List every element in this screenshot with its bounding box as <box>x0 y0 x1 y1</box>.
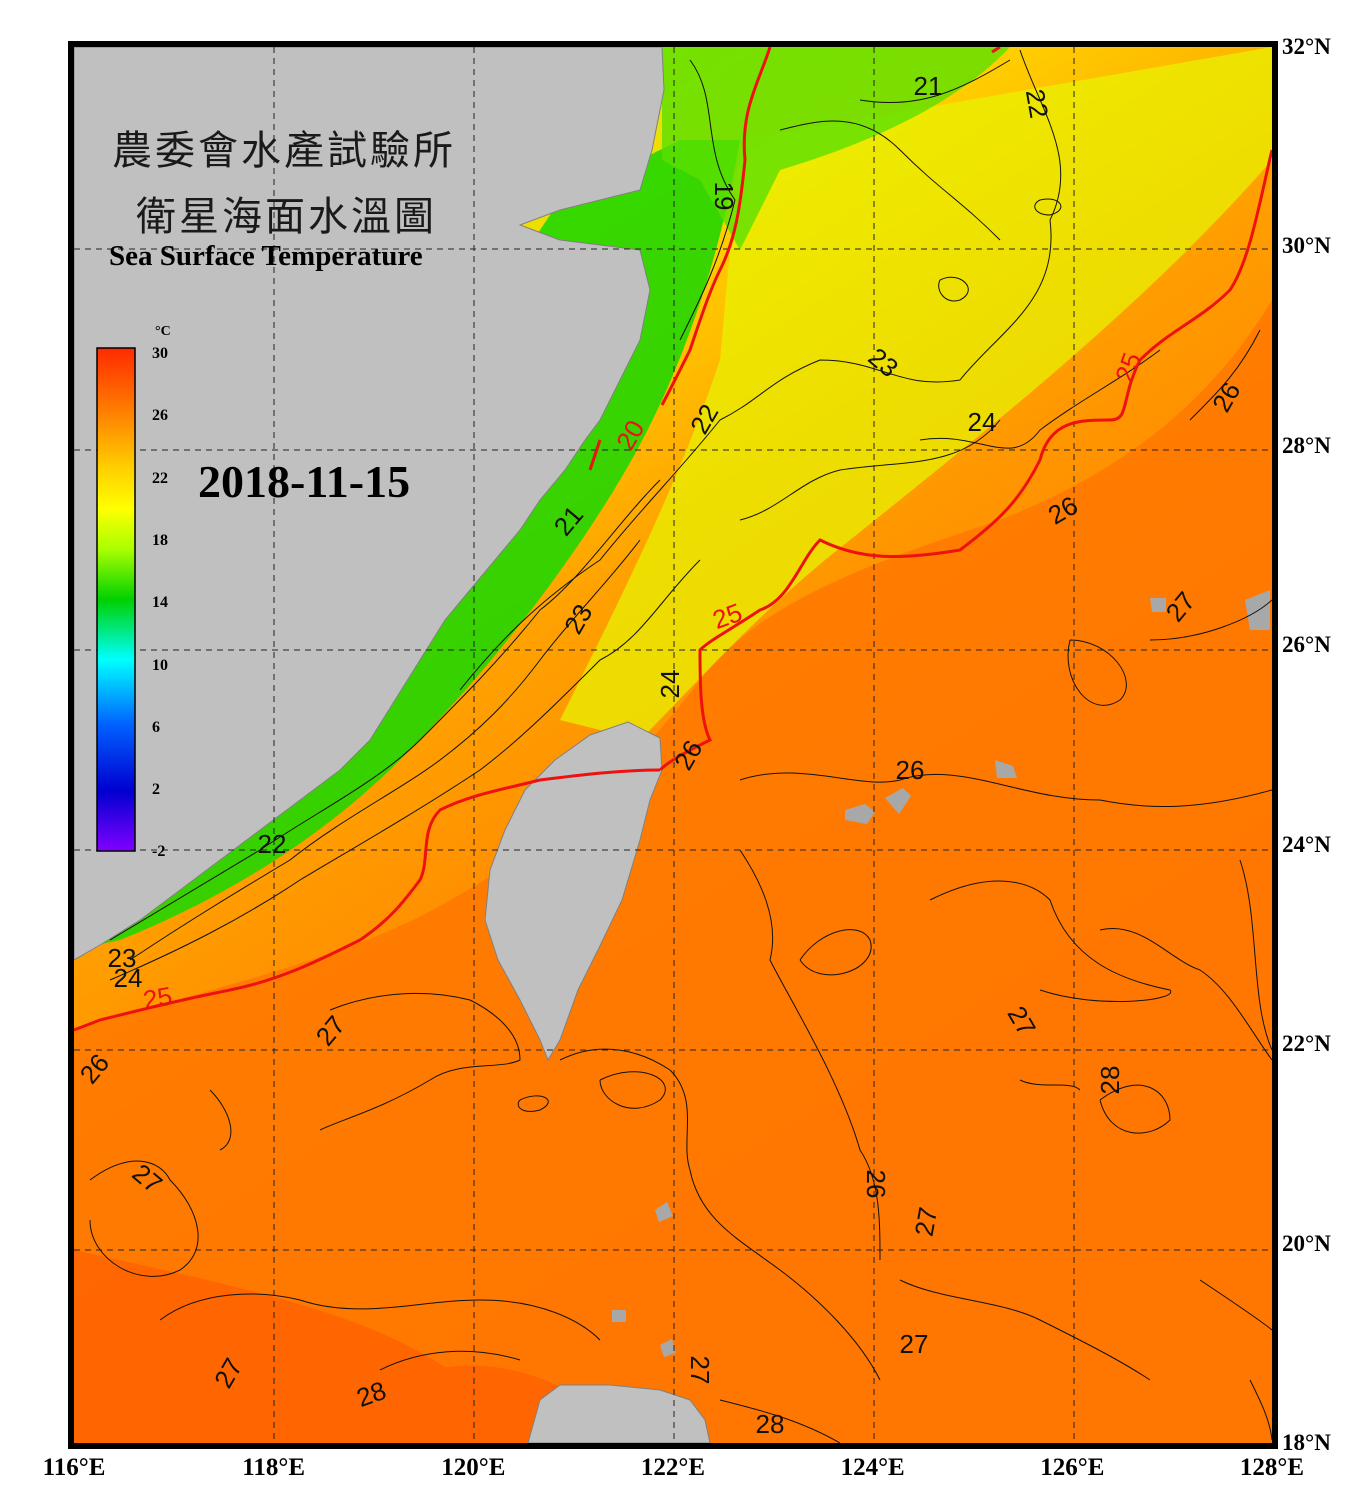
north-green-water <box>662 47 1010 250</box>
map-frame <box>68 41 1278 1449</box>
latitude-label: 32°N <box>1282 34 1331 59</box>
colorbar-tick-label: 2 <box>152 781 160 799</box>
title-english: Sea Surface Temperature <box>109 240 423 272</box>
colorbar-tick-label: 14 <box>152 594 168 612</box>
colorbar-tick-label: 22 <box>152 469 168 487</box>
contour-label: 23 <box>108 943 137 973</box>
contour-label: 27 <box>909 1205 944 1239</box>
contour-label: 27 <box>685 1356 715 1385</box>
colorbar-tick-label: 18 <box>152 531 168 549</box>
batanes-islands <box>612 1202 676 1357</box>
longitude-label: 126°E <box>1040 1454 1105 1481</box>
latitude-label: 28°N <box>1282 432 1331 458</box>
contour-label: 24 <box>114 963 143 993</box>
latitude-label: 24°N <box>1282 831 1331 857</box>
colorbar-tick-label: 30 <box>152 345 168 362</box>
colorbar-tick-label: 6 <box>152 718 160 736</box>
longitude-label: 128°E <box>1239 1454 1305 1481</box>
contour-label: 24 <box>655 670 685 699</box>
latitude-label: 26°N <box>1282 632 1331 658</box>
contour-label: 22 <box>1020 87 1055 121</box>
longitude-label: 118°E <box>242 1454 306 1481</box>
contour-label: 28 <box>1095 1066 1125 1095</box>
date-label: 2018-11-15 <box>198 456 411 507</box>
latitude-label: 20°N <box>1282 1230 1331 1256</box>
contour-label: 21 <box>914 71 943 101</box>
taiwan-island <box>484 721 663 1062</box>
longitude-label: 120°E <box>441 1454 506 1481</box>
latitude-label: 30°N <box>1282 233 1331 259</box>
colorbar <box>96 347 136 852</box>
longitude-label: 122°E <box>640 1454 706 1481</box>
contour-label: 22 <box>258 829 287 859</box>
latitude-label: 18°N <box>1282 1430 1331 1455</box>
longitude-label: 124°E <box>840 1454 905 1481</box>
colorbar-unit: °C <box>155 324 171 339</box>
contour-label: 19 <box>709 182 739 211</box>
title-line1: 農委會水產試驗所 <box>112 128 456 174</box>
colorbar-tick-label: 26 <box>152 407 168 425</box>
longitude-label: 116°E <box>42 1454 106 1481</box>
hot-water-region <box>74 1250 640 1443</box>
warm-water-region <box>74 300 1272 1443</box>
colorbar-tick-label: 10 <box>152 656 168 674</box>
title-line2: 衛星海面水溫圖 <box>136 194 437 240</box>
isotherm-lines-red <box>74 47 1272 1032</box>
kyushu-islands <box>1150 590 1270 630</box>
contour-label: 26 <box>896 755 925 785</box>
colorbar-tick-label: -2 <box>152 843 166 861</box>
contour-label: 26 <box>861 1170 891 1199</box>
contour-label: 27 <box>900 1329 929 1359</box>
latitude-label: 22°N <box>1282 1031 1331 1057</box>
contour-label: 28 <box>756 1409 785 1439</box>
okinawa-islands <box>845 760 1017 824</box>
graticule <box>74 47 1272 1443</box>
contour-label: 25 <box>141 981 175 1016</box>
luzon-island <box>527 1384 711 1443</box>
contour-label: 24 <box>968 407 997 437</box>
isotherm-lines <box>89 49 1272 1443</box>
